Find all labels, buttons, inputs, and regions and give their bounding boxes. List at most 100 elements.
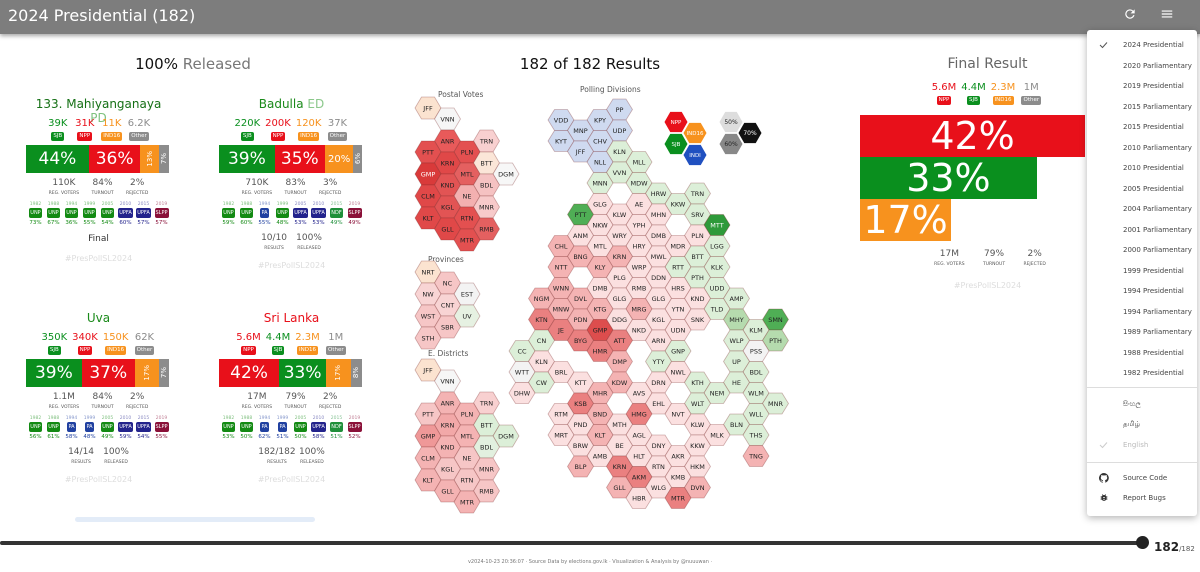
history-year: 2010: [119, 416, 132, 421]
card-tag: #PresPollSL2024: [64, 254, 133, 263]
hex-label: KGL: [441, 203, 454, 211]
history-pct: 59%: [119, 434, 132, 440]
hex-label: MNN: [592, 179, 607, 187]
hex-label: PDN: [574, 316, 588, 324]
stat: 2% REJECTED: [126, 392, 148, 410]
hex-label: BND: [593, 410, 607, 418]
menu-item[interactable]: 1988 Presidential: [1087, 343, 1197, 363]
history-pct: 50%: [240, 434, 253, 440]
menu-item[interactable]: 2015 Parliamentary: [1087, 97, 1197, 117]
stats-row: 110K REG. VOTERS 84% TURNOUT 2% REJECTED: [43, 178, 155, 196]
menu-item[interactable]: 2000 Parliamentary: [1087, 240, 1197, 260]
party-votes: 200K: [265, 118, 291, 129]
hex-label: VDD: [554, 116, 568, 124]
menu-item[interactable]: 2001 Parliamentary: [1087, 220, 1197, 240]
hex-label: VVN: [613, 169, 627, 177]
history-year: 1999: [276, 202, 289, 207]
menu-item[interactable]: 2015 Presidential: [1087, 117, 1197, 137]
menu-item[interactable]: English: [1087, 435, 1197, 455]
menu-item[interactable]: 2020 Parliamentary: [1087, 56, 1197, 76]
stat-label: RESULTS: [71, 460, 91, 465]
bar-segment: 8%: [350, 359, 362, 387]
hex-label: RMB: [632, 284, 647, 292]
hex-label: TRN: [690, 190, 704, 198]
menu-link[interactable]: Report Bugs: [1087, 488, 1197, 508]
card-type: PD: [90, 111, 107, 125]
hex-label: BDL: [480, 443, 493, 451]
party-votes: 62K: [134, 332, 155, 343]
party-col: 5.6M NPP: [932, 82, 956, 105]
party-votes: 220K: [234, 118, 261, 129]
history-party: UNP: [240, 422, 253, 432]
menu-item[interactable]: 2019 Presidential: [1087, 76, 1197, 96]
hex-label: MNR: [479, 203, 494, 211]
bar-segment: 39%: [219, 145, 275, 173]
menu-label: 2001 Parliamentary: [1123, 225, 1192, 234]
hex-label: DGM: [498, 170, 514, 178]
party-col: 2.3M IND16: [991, 82, 1015, 105]
history-col: 2019 SLPP 52%: [347, 416, 363, 440]
history-party: UPFA: [118, 208, 133, 218]
history-party: UNP: [101, 422, 114, 432]
history-pct: 49%: [101, 434, 114, 440]
hex-label: WTT: [515, 368, 529, 376]
menu-button[interactable]: [1160, 7, 1174, 21]
history-pct: 53%: [294, 220, 307, 226]
menu-item[interactable]: 2010 Parliamentary: [1087, 138, 1197, 158]
slider-value: 182: [1154, 540, 1180, 554]
hex-label: CC: [517, 347, 527, 355]
link-icon: [1098, 473, 1109, 485]
history-col: 2010 UPFA 53%: [311, 202, 327, 226]
bar-label: 33%: [283, 363, 322, 383]
hex-label: NKW: [592, 221, 608, 229]
slider-thumb[interactable]: [1136, 536, 1149, 549]
party-badge: IND16: [105, 346, 127, 355]
final-bar: 42%: [860, 114, 1086, 158]
party-col: 39K SJB: [47, 118, 69, 141]
stat: 79% TURNOUT: [284, 392, 306, 410]
result-card: 133. Mahiyanganaya PD 39K SJB 31K NPP 11K IND1…: [26, 97, 171, 263]
stat: 100% RELEASED: [103, 447, 129, 465]
hex-label: GLG: [593, 200, 607, 208]
menu-item[interactable]: 2024 Presidential: [1087, 35, 1197, 55]
hex-label: NKD: [632, 326, 646, 334]
menu-item[interactable]: தமிழ்: [1087, 415, 1197, 435]
menu-item[interactable]: 2004 Parliamentary: [1087, 199, 1197, 219]
menu-item[interactable]: 1999 Presidential: [1087, 261, 1197, 281]
history-col: 2015 NDF 49%: [329, 202, 345, 226]
menu-item[interactable]: 2005 Presidential: [1087, 179, 1197, 199]
language-label: தமிழ்: [1123, 420, 1141, 428]
link-label: Report Bugs: [1123, 493, 1166, 502]
hex-label: DNY: [652, 442, 666, 450]
slider[interactable]: 182/182: [0, 535, 1200, 554]
history-pct: 67%: [47, 220, 60, 226]
card-name: Uva: [86, 311, 111, 325]
menu-item[interactable]: සිංහල: [1087, 394, 1197, 414]
stats-row: 17M REG. VOTERS 79% TURNOUT 2% REJECTED: [236, 392, 348, 410]
history-year: 2019: [348, 202, 361, 207]
history-pct: 60%: [119, 220, 132, 226]
history-col: 1982 UNP 59%: [221, 202, 237, 226]
party-col: 120K IND16: [296, 118, 321, 141]
menu-item[interactable]: 2010 Presidential: [1087, 158, 1197, 178]
menu-link[interactable]: Source Code: [1087, 468, 1197, 488]
bar-segment: 7%: [158, 359, 169, 387]
history-pct: 48%: [276, 220, 289, 226]
menu-item[interactable]: 1982 Presidential: [1087, 363, 1197, 383]
history-col: 1982 UNP 56%: [28, 416, 44, 440]
history-year: 2015: [137, 202, 150, 207]
history-pct: 61%: [47, 434, 60, 440]
menu-item[interactable]: 1989 Parliamentary: [1087, 322, 1197, 342]
hex-label: NVT: [671, 410, 684, 418]
history-party: UNP: [222, 422, 235, 432]
menu-item[interactable]: 1994 Parliamentary: [1087, 302, 1197, 322]
menu-divider: [1087, 387, 1197, 388]
menu-item[interactable]: 1994 Presidential: [1087, 281, 1197, 301]
map-title: Polling Divisions: [580, 85, 641, 94]
stat: 110K REG. VOTERS: [49, 178, 79, 196]
history-pct: 54%: [137, 434, 150, 440]
stat-value: 2%: [129, 392, 145, 402]
stat-value: 3%: [322, 178, 338, 188]
hex-label: RTN: [652, 463, 665, 471]
hex-label: JFF: [575, 148, 586, 156]
